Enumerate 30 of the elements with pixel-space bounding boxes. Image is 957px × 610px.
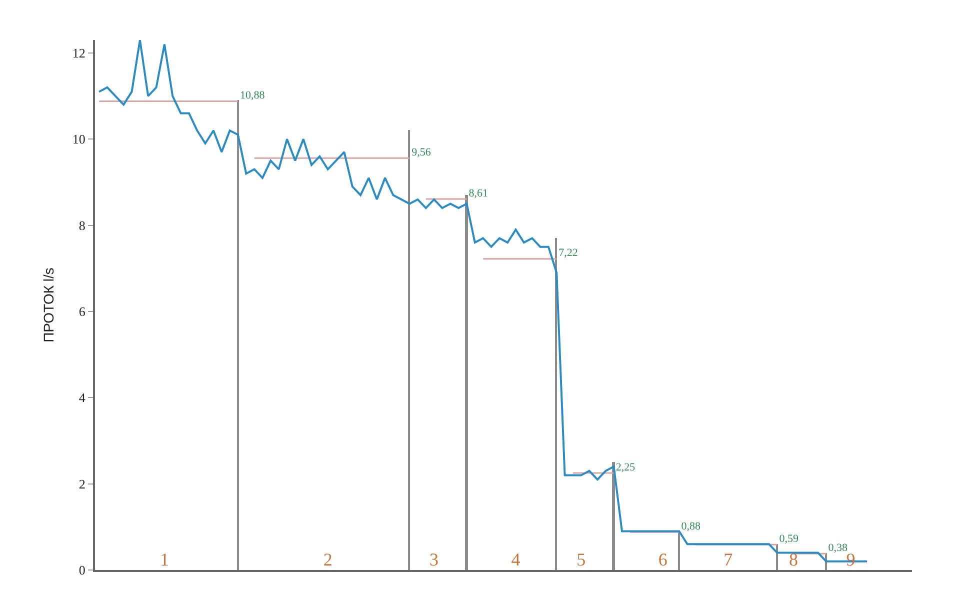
y-tick-label: 0 (78, 562, 86, 578)
x-tick-label: 3 (430, 550, 439, 570)
y-tick-label: 4 (78, 390, 86, 406)
bar (678, 531, 680, 570)
x-tick-label: 5 (576, 550, 586, 570)
y-tick-label: 2 (78, 476, 86, 492)
data-label: 0,38 (828, 542, 848, 554)
bar (408, 130, 410, 570)
y-tick-label: 10 (72, 132, 86, 147)
x-tick-label: 1 (160, 550, 169, 570)
data-label: 2,25 (616, 461, 636, 474)
x-tick-label: 8 (789, 550, 798, 570)
bar (465, 195, 468, 570)
data-label: 10,88 (240, 89, 266, 102)
x-tick-label: 7 (724, 550, 733, 570)
y-tick-label: 6 (78, 304, 86, 320)
x-tick-label: 4 (511, 550, 520, 570)
y-tick-label: 12 (72, 45, 86, 60)
bar (612, 462, 615, 570)
x-tick-label: 6 (658, 550, 668, 570)
data-label: 7,22 (558, 247, 578, 260)
y-tick-label: 8 (78, 218, 86, 233)
data-label: 0,88 (681, 520, 701, 532)
data-label: 0,59 (779, 532, 799, 545)
bar (237, 100, 239, 570)
data-label: 8,61 (468, 187, 488, 200)
bar (555, 238, 557, 570)
x-tick-label: 2 (323, 550, 332, 570)
data-label: 9,56 (412, 146, 432, 158)
y-axis-title: ПРОТОК l/s (40, 268, 56, 342)
